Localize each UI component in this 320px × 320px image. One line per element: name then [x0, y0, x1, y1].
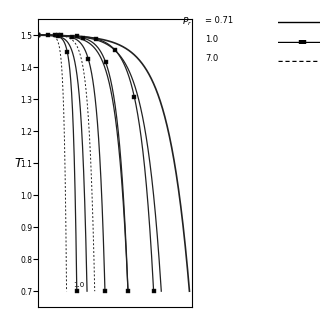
Text: $P_r$: $P_r$: [182, 16, 193, 28]
Y-axis label: T: T: [15, 157, 22, 170]
Text: = 0.71: = 0.71: [205, 16, 233, 25]
Text: 7.0: 7.0: [205, 54, 218, 63]
Text: 1.0: 1.0: [73, 282, 84, 288]
Text: 1.0: 1.0: [205, 35, 218, 44]
